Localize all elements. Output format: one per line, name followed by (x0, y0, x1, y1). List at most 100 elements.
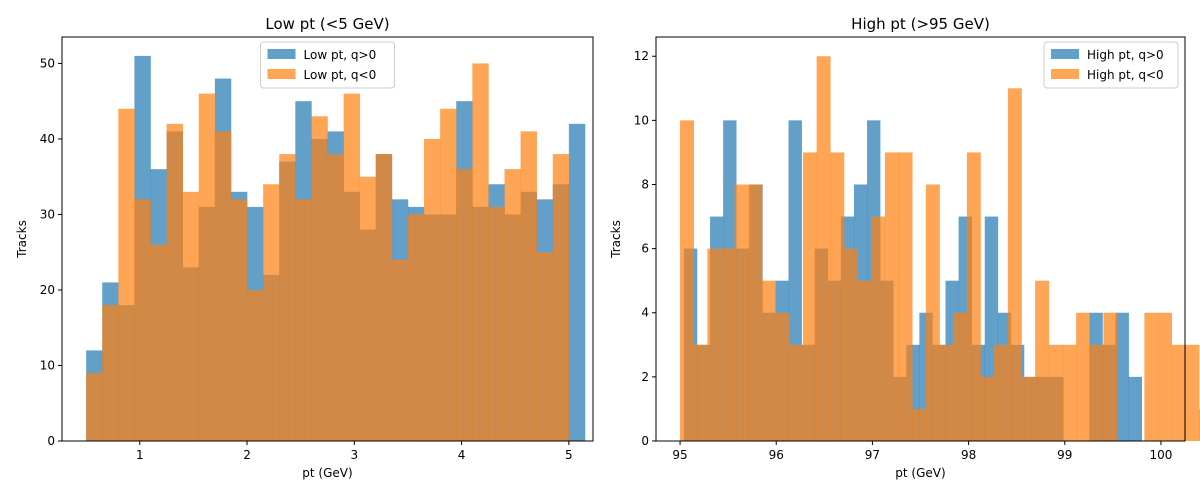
histogram-bar (214, 131, 232, 441)
histogram-bar (182, 191, 200, 441)
series-negative (86, 63, 570, 442)
histogram-bar (1128, 376, 1143, 441)
histogram-bar (343, 93, 360, 442)
y-tick-label: 2 (641, 370, 649, 384)
histogram-bar (857, 280, 872, 441)
panel-2: 95 96 97 98 99 100 0 2 4 6 8 10 12 High pt (>95 GeV) p… (609, 15, 1200, 480)
histogram-bar (504, 169, 521, 441)
histogram-bar (693, 344, 708, 441)
histogram-bar (1007, 88, 1022, 442)
x-tick-label: 98 (961, 448, 976, 462)
legend-swatch (267, 49, 296, 59)
legend-swatch (1051, 69, 1079, 79)
histogram-bar (816, 56, 831, 441)
histogram-bar (912, 408, 927, 441)
x-axis-label: pt (GeV) (302, 466, 352, 480)
legend: High pt, q>0 High pt, q<0 (1043, 41, 1179, 89)
histogram-bar (871, 216, 886, 441)
histogram-bar (1115, 312, 1129, 441)
histogram-bar (789, 344, 804, 441)
histogram-bar (898, 152, 913, 441)
x-tick-label: 96 (769, 448, 784, 462)
histogram-bar (1048, 344, 1063, 441)
x-tick-label: 3 (350, 448, 358, 462)
histogram-bar (1089, 344, 1104, 441)
legend-label: Low pt, q>0 (304, 48, 377, 62)
y-tick-label: 10 (634, 113, 649, 127)
histogram-bar (1103, 312, 1118, 441)
y-tick-label: 0 (641, 434, 649, 448)
histogram-bar (830, 152, 845, 441)
histogram-bar (263, 184, 280, 442)
histogram-bar (311, 116, 328, 441)
histogram-bar (966, 152, 981, 441)
histogram-bar (230, 199, 248, 441)
histogram-bar (721, 248, 735, 441)
y-tick-label: 30 (40, 207, 55, 221)
histogram-bar (1144, 312, 1159, 441)
y-tick-label: 12 (634, 49, 649, 63)
histogram-bar (134, 199, 151, 441)
histogram-bar (456, 169, 473, 441)
y-tick-label: 0 (47, 434, 55, 448)
histogram-bar (1035, 280, 1050, 441)
histogram-bar (884, 152, 899, 441)
y-tick-label: 8 (641, 177, 649, 191)
histogram-bar (748, 184, 763, 441)
x-tick-label: 2 (243, 448, 251, 462)
series-negative (680, 56, 1200, 442)
histogram-bar (424, 138, 441, 442)
histogram-bar (440, 108, 457, 442)
histogram-bar (552, 154, 570, 441)
histogram-bar (953, 312, 968, 441)
histogram-bar (994, 344, 1009, 441)
histogram-bar (980, 376, 995, 441)
histogram-bar (150, 244, 167, 441)
histogram-bar (925, 184, 940, 441)
x-tick-label: 5 (565, 448, 573, 462)
histogram-bar (391, 259, 409, 441)
histogram-bar (734, 184, 749, 441)
histogram-bar (536, 252, 554, 441)
x-tick-label: 4 (458, 448, 466, 462)
y-tick-label: 4 (641, 306, 649, 320)
x-axis-label: pt (GeV) (895, 466, 945, 480)
histogram-bar (520, 131, 537, 441)
histogram-bar (295, 199, 312, 441)
chart-title: High pt (>95 GeV) (851, 15, 990, 33)
legend-label: High pt, q>0 (1087, 48, 1164, 62)
histogram-bar (939, 344, 954, 441)
y-axis-label: Tracks (15, 220, 29, 259)
y-tick-label: 20 (40, 283, 55, 297)
histogram-bar (1062, 344, 1077, 441)
histogram-bar (1158, 312, 1173, 441)
histogram-bar (247, 289, 264, 441)
chart-title: Low pt (<5 GeV) (265, 15, 389, 33)
histogram-bar (359, 176, 377, 441)
histogram-bar (327, 154, 344, 441)
x-tick-label: 97 (865, 448, 880, 462)
y-tick-label: 10 (40, 358, 55, 372)
histogram-bar (279, 154, 296, 441)
y-tick-label: 50 (40, 56, 55, 70)
histogram-bar (775, 312, 790, 441)
histogram-bar (568, 123, 586, 441)
axes-frame (655, 36, 1186, 442)
histogram-bar (843, 248, 858, 441)
y-tick-label: 40 (40, 132, 55, 146)
histogram-bar (472, 63, 489, 442)
histogram-bar (166, 123, 183, 441)
histogram-bar (761, 280, 776, 441)
histogram-bar (707, 248, 722, 441)
histogram-bar (118, 108, 135, 442)
histogram-bar (1185, 344, 1200, 441)
y-tick-label: 6 (641, 242, 649, 256)
histogram-bar (407, 214, 425, 441)
histogram-bar (1021, 376, 1036, 441)
axes-frame (61, 36, 594, 442)
histogram-bar (198, 93, 216, 442)
x-tick-label: 1 (136, 448, 144, 462)
y-axis-label: Tracks (609, 220, 623, 259)
histogram-bar (102, 305, 119, 441)
